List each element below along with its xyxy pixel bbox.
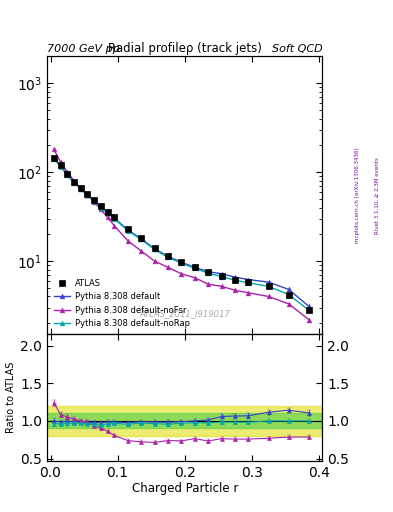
Pythia 8.308 default: [58, 163, 63, 169]
Line: Pythia 8.308 default: Pythia 8.308 default: [51, 155, 311, 309]
Pythia 8.308 default-noRap: [307, 307, 311, 313]
Pythia 8.308 default-noFsr: [233, 287, 237, 293]
Pythia 8.308 default-noFsr: [219, 283, 224, 289]
Pythia 8.308 default: [246, 276, 251, 283]
Pythia 8.308 default-noRap: [266, 283, 271, 289]
Pythia 8.308 default-noRap: [58, 164, 63, 170]
Pythia 8.308 default-noRap: [139, 237, 143, 243]
Text: Rivet 3.1.10, ≥ 2.3M events: Rivet 3.1.10, ≥ 2.3M events: [375, 157, 380, 234]
Pythia 8.308 default: [165, 253, 170, 260]
Pythia 8.308 default-noFsr: [193, 274, 197, 281]
Pythia 8.308 default-noRap: [286, 291, 291, 297]
Pythia 8.308 default-noFsr: [92, 199, 97, 205]
Text: Soft QCD: Soft QCD: [272, 44, 322, 54]
Pythia 8.308 default-noRap: [206, 270, 211, 276]
Pythia 8.308 default: [85, 191, 90, 198]
Pythia 8.308 default: [206, 269, 211, 275]
Pythia 8.308 default-noRap: [99, 204, 103, 210]
Pythia 8.308 default-noFsr: [206, 281, 211, 287]
Pythia 8.308 default-noRap: [125, 227, 130, 233]
Pythia 8.308 default: [307, 303, 311, 309]
Pythia 8.308 default-noFsr: [99, 206, 103, 212]
Pythia 8.308 default: [219, 271, 224, 277]
Pythia 8.308 default-noFsr: [58, 159, 63, 165]
Title: Radial profileρ (track jets): Radial profileρ (track jets): [108, 42, 262, 55]
Pythia 8.308 default-noRap: [85, 192, 90, 198]
Pythia 8.308 default-noFsr: [266, 293, 271, 300]
Pythia 8.308 default-noRap: [246, 280, 251, 286]
Pythia 8.308 default-noFsr: [307, 316, 311, 323]
Pythia 8.308 default: [193, 264, 197, 270]
Pythia 8.308 default-noFsr: [246, 290, 251, 296]
Pythia 8.308 default: [112, 215, 117, 221]
Pythia 8.308 default: [233, 274, 237, 280]
Pythia 8.308 default-noRap: [72, 180, 76, 186]
Pythia 8.308 default-noRap: [92, 198, 97, 204]
Pythia 8.308 default: [139, 236, 143, 242]
Pythia 8.308 default-noRap: [105, 210, 110, 216]
Bar: [47, 413, 322, 429]
Pythia 8.308 default: [99, 203, 103, 209]
Pythia 8.308 default-noFsr: [65, 169, 70, 175]
Pythia 8.308 default-noFsr: [139, 248, 143, 254]
Line: Pythia 8.308 default-noFsr: Pythia 8.308 default-noFsr: [51, 147, 311, 322]
X-axis label: Charged Particle r: Charged Particle r: [132, 482, 238, 496]
Pythia 8.308 default: [51, 155, 56, 161]
Pythia 8.308 default: [286, 286, 291, 292]
Pythia 8.308 default-noRap: [165, 254, 170, 261]
Pythia 8.308 default-noRap: [65, 172, 70, 178]
Pythia 8.308 default-noRap: [219, 273, 224, 280]
Pythia 8.308 default-noRap: [193, 265, 197, 271]
Y-axis label: Ratio to ATLAS: Ratio to ATLAS: [6, 362, 16, 433]
Pythia 8.308 default-noFsr: [105, 215, 110, 221]
Pythia 8.308 default-noFsr: [112, 223, 117, 229]
Line: Pythia 8.308 default-noRap: Pythia 8.308 default-noRap: [51, 157, 311, 313]
Legend: ATLAS, Pythia 8.308 default, Pythia 8.308 default-noFsr, Pythia 8.308 default-no: ATLAS, Pythia 8.308 default, Pythia 8.30…: [51, 276, 192, 330]
Pythia 8.308 default-noRap: [233, 277, 237, 283]
Pythia 8.308 default: [125, 227, 130, 233]
Pythia 8.308 default: [179, 259, 184, 265]
Text: 7000 GeV pp: 7000 GeV pp: [47, 44, 120, 54]
Pythia 8.308 default-noFsr: [78, 185, 83, 191]
Pythia 8.308 default-noFsr: [286, 301, 291, 307]
Pythia 8.308 default: [92, 198, 97, 204]
Pythia 8.308 default-noFsr: [165, 264, 170, 270]
Text: mcplots.cern.ch [arXiv:1306.3436]: mcplots.cern.ch [arXiv:1306.3436]: [355, 147, 360, 243]
Pythia 8.308 default: [152, 246, 157, 252]
Pythia 8.308 default-noFsr: [72, 178, 76, 184]
Pythia 8.308 default: [266, 279, 271, 285]
Pythia 8.308 default-noRap: [179, 260, 184, 266]
Text: ATLAS_2011_I919017: ATLAS_2011_I919017: [140, 309, 230, 318]
Pythia 8.308 default-noRap: [112, 216, 117, 222]
Pythia 8.308 default-noFsr: [152, 258, 157, 264]
Pythia 8.308 default-noFsr: [51, 146, 56, 153]
Pythia 8.308 default-noRap: [78, 186, 83, 193]
Pythia 8.308 default: [72, 179, 76, 185]
Pythia 8.308 default-noFsr: [179, 271, 184, 277]
Pythia 8.308 default: [105, 209, 110, 215]
Bar: [47, 406, 322, 436]
Pythia 8.308 default-noFsr: [85, 191, 90, 198]
Pythia 8.308 default-noRap: [152, 246, 157, 252]
Pythia 8.308 default: [78, 186, 83, 192]
Pythia 8.308 default: [65, 171, 70, 177]
Pythia 8.308 default-noRap: [51, 156, 56, 162]
Pythia 8.308 default-noFsr: [125, 238, 130, 244]
